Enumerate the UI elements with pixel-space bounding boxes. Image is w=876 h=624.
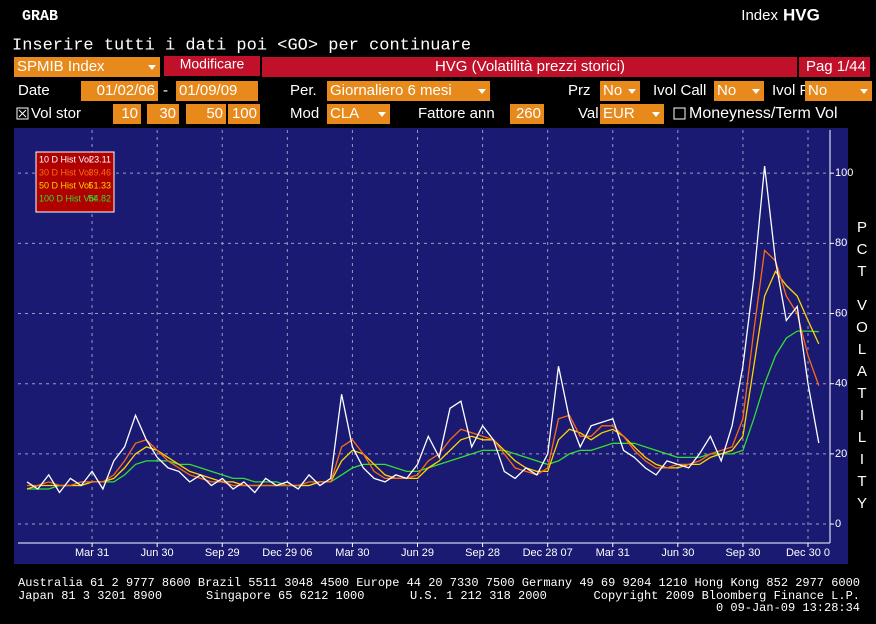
- field-label: Val: [578, 105, 599, 122]
- field-value: 10: [121, 105, 138, 122]
- input-field[interactable]: [176, 81, 258, 101]
- y-tick-label: 60: [835, 307, 847, 319]
- x-tick-label: Mar 31: [596, 547, 630, 559]
- series-line: [27, 330, 819, 490]
- chart-panel: [14, 128, 848, 564]
- field-value: No: [717, 82, 736, 99]
- y-tick-label: 100: [835, 167, 853, 179]
- x-tick-label: Mar 31: [75, 547, 109, 559]
- dropdown-arrow: [752, 89, 760, 94]
- field-label: Date: [18, 82, 50, 99]
- function-code: HVG: [783, 5, 820, 24]
- legend-label: 30 D Hist Vol: [39, 167, 91, 177]
- legend-value: 51.33: [88, 180, 111, 190]
- field-label: Prz: [568, 82, 591, 99]
- input-field[interactable]: [805, 81, 872, 101]
- field-label: Ivol Call: [653, 82, 706, 99]
- input-field[interactable]: [714, 81, 764, 101]
- input-field[interactable]: [186, 104, 226, 124]
- input-field[interactable]: [327, 104, 390, 124]
- legend-label: 50 D Hist Vol: [39, 180, 91, 190]
- field-label: -: [163, 82, 168, 99]
- series-line: [27, 249, 820, 487]
- x-tick-label: Jun 30: [141, 547, 174, 559]
- input-field[interactable]: [600, 104, 664, 124]
- checkbox-check: [18, 109, 27, 118]
- checkbox[interactable]: [673, 107, 686, 120]
- field-value: 30: [159, 105, 176, 122]
- footer-contact: Singapore 65 6212 1000: [206, 589, 364, 603]
- footer-contact: U.S. 1 212 318 2000: [410, 589, 547, 603]
- field-value: 50: [206, 105, 223, 122]
- x-tick-label: Sep 30: [725, 547, 760, 559]
- field-value: CLA: [330, 105, 359, 122]
- input-field[interactable]: [600, 81, 640, 101]
- button-label: Modificare: [180, 56, 245, 72]
- function-prefix: Index: [741, 7, 778, 24]
- field-value: No: [808, 82, 827, 99]
- title-bar: [262, 57, 797, 77]
- field-value: 01/09/09: [179, 82, 237, 99]
- field-label: Per.: [290, 82, 317, 99]
- x-tick-label: Jun 30: [661, 547, 694, 559]
- legend-value: 54.82: [88, 193, 111, 203]
- x-tick-label: Dec 28 07: [523, 547, 573, 559]
- dropdown-arrow: [628, 89, 636, 94]
- footer-copyright: Copyright 2009 Bloomberg Finance L.P.: [594, 589, 860, 603]
- input-field[interactable]: [228, 104, 260, 124]
- field-label: Moneyness/Term Vol: [689, 105, 838, 122]
- field-value: Giornaliero 6 mesi: [330, 82, 452, 99]
- field-label: Mod: [290, 105, 319, 122]
- dropdown-arrow: [478, 89, 486, 94]
- y-tick-label: 0: [835, 518, 841, 530]
- field-value: 260: [516, 105, 541, 122]
- field-label: Vol stor: [31, 105, 81, 122]
- input-field[interactable]: [81, 81, 158, 101]
- prompt: Inserire tutti i dati poi <GO> per conti…: [12, 36, 471, 55]
- y-tick-label: 20: [835, 448, 847, 460]
- legend-value: 23.11: [89, 154, 111, 164]
- input-field[interactable]: [147, 104, 179, 124]
- footer-contact: Japan 81 3 3201 8900: [18, 589, 162, 603]
- y-tick-label: 80: [835, 237, 847, 249]
- page-box: [799, 57, 870, 77]
- input-field[interactable]: [14, 57, 160, 77]
- x-tick-label: Jun 29: [401, 547, 434, 559]
- app-name: GRAB: [22, 8, 58, 25]
- input-field[interactable]: [113, 104, 141, 124]
- x-tick-label: Dec 30 0: [786, 547, 830, 559]
- y-tick-label: 40: [835, 378, 847, 390]
- dropdown-arrow: [860, 89, 868, 94]
- input-field[interactable]: [510, 104, 544, 124]
- series-line: [26, 166, 820, 494]
- x-tick-label: Sep 29: [205, 547, 240, 559]
- button[interactable]: [164, 56, 260, 76]
- footer-timestamp: 0 09-Jan-09 13:28:34: [716, 601, 860, 615]
- x-tick-label: Mar 30: [335, 547, 369, 559]
- checkbox[interactable]: [16, 107, 29, 120]
- legend-label: 10 D Hist Vol: [39, 154, 91, 164]
- dropdown-arrow: [378, 112, 386, 117]
- field-value: SPMIB Index: [17, 58, 105, 75]
- field-label: Fattore ann: [418, 105, 495, 122]
- x-tick-label: Sep 28: [465, 547, 500, 559]
- dropdown-arrow: [652, 112, 660, 117]
- legend-box: [35, 151, 115, 213]
- screen-title: HVG (Volatilità prezzi storici): [435, 58, 625, 75]
- field-value: 100: [232, 105, 257, 122]
- field-value: EUR: [603, 105, 635, 122]
- page-number: Pag 1/44: [806, 58, 866, 75]
- legend-value: 39.46: [88, 167, 111, 177]
- field-value: 01/02/06: [97, 82, 155, 99]
- footer-contacts: Australia 61 2 9777 8600 Brazil 5511 304…: [18, 576, 860, 590]
- dropdown-arrow: [148, 65, 156, 70]
- field-value: No: [603, 82, 622, 99]
- legend-label: 100 D Hist Vol: [39, 193, 96, 203]
- x-tick-label: Dec 29 06: [262, 547, 312, 559]
- chart: 0 20 40 60 80 100 Mar 31 Jun 30 Sep 29 Dec 29 06 M…: [18, 130, 868, 559]
- input-field[interactable]: [327, 81, 490, 101]
